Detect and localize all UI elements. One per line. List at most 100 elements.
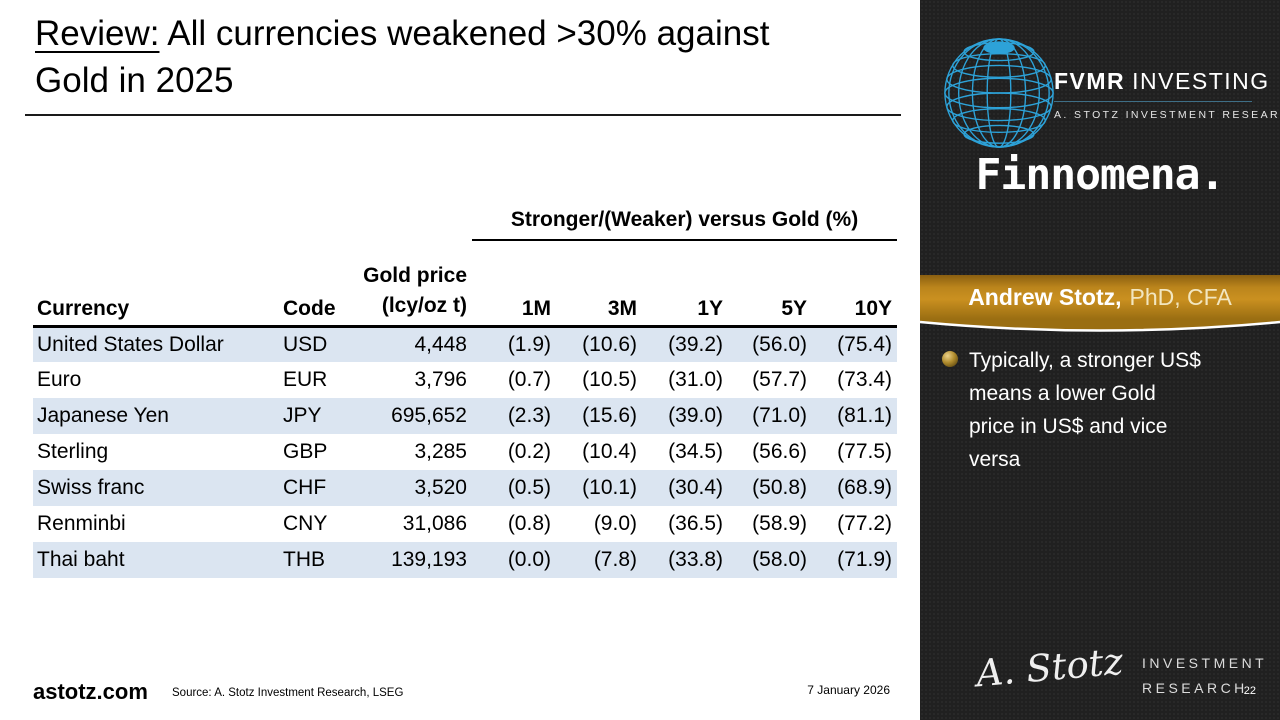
brand-subtitle: A. STOTZ INVESTMENT RESEARCH: [1054, 109, 1280, 121]
cell-1y: (31.0): [668, 368, 723, 391]
table-row-thb: Thai baht THB 139,193 (0.0) (7.8) (33.8)…: [33, 542, 898, 578]
col-header-5y: 5Y: [728, 240, 812, 328]
cell-gold-price: 3,285: [414, 440, 467, 463]
table-row-usd: United States Dollar USD 4,448 (1.9) (10…: [33, 326, 898, 362]
gold-sphere-bullet-icon: [942, 351, 958, 367]
page-number: 22: [1243, 685, 1256, 697]
cell-currency: Japanese Yen: [37, 404, 169, 427]
fvmr-investing-wordmark: FVMR INVESTING: [1054, 68, 1268, 95]
key-point-line-2: means a lower Gold: [969, 382, 1156, 405]
cell-3m: (15.6): [582, 404, 637, 427]
cell-1y: (36.5): [668, 512, 723, 535]
group-header-spacer: [33, 206, 472, 240]
cell-3m: (10.6): [582, 332, 637, 356]
currency-vs-gold-table: Stronger/(Weaker) versus Gold (%) Curren…: [33, 206, 898, 578]
cell-code: EUR: [283, 368, 328, 391]
page-title: Review: All currencies weakened >30% aga…: [35, 10, 769, 104]
cell-currency: Swiss franc: [37, 476, 145, 499]
website-label: astotz.com: [33, 679, 148, 704]
author-banner: Andrew Stotz, PhD, CFA: [920, 275, 1280, 319]
key-point-line-1: Typically, a stronger US$: [969, 349, 1201, 372]
author-credentials: PhD, CFA: [1129, 283, 1232, 310]
cell-10y: (71.9): [837, 548, 893, 571]
cell-10y: (75.4): [837, 332, 893, 356]
cell-currency: Euro: [37, 368, 82, 391]
title-divider-line: [25, 114, 901, 116]
cell-10y: (77.5): [837, 440, 893, 463]
cell-currency: United States Dollar: [37, 332, 224, 356]
key-point-bullet: Typically, a stronger US$ means a lower …: [942, 344, 1254, 476]
col-header-10y: 10Y: [812, 240, 898, 328]
fvmr-label: FVMR: [1054, 68, 1126, 94]
col-header-1m: 1M: [472, 240, 556, 328]
table-row-gbp: Sterling GBP 3,285 (0.2) (10.4) (34.5) (…: [33, 434, 897, 470]
cell-1m: (0.5): [507, 476, 551, 499]
table-group-header-row: Stronger/(Weaker) versus Gold (%): [33, 206, 898, 241]
gold-price-label: Gold price: [363, 263, 467, 287]
table-row-chf: Swiss franc CHF 3,520 (0.5) (10.1) (30.4…: [33, 470, 898, 506]
key-point-line-3: price in US$ and vice: [969, 415, 1168, 438]
cell-currency: Thai baht: [37, 548, 125, 571]
investing-label: INVESTING: [1132, 68, 1270, 94]
cell-1m: (0.7): [507, 368, 551, 391]
group-header-stronger-weaker: Stronger/(Weaker) versus Gold (%): [472, 206, 898, 241]
cell-1y: (34.5): [668, 440, 723, 463]
cell-1y: (39.2): [668, 332, 723, 356]
cell-10y: (73.4): [837, 368, 893, 391]
cell-5y: (56.0): [752, 332, 807, 356]
cell-1y: (30.4): [668, 476, 723, 499]
signature-subtitle-line-1: INVESTMENT: [1142, 655, 1268, 671]
cell-currency: Renminbi: [37, 512, 126, 535]
cell-gold-price: 695,652: [391, 404, 467, 427]
slide-date: 7 January 2026: [807, 683, 890, 697]
author-name: Andrew Stotz,: [968, 283, 1122, 310]
cell-1m: (1.9): [507, 332, 551, 356]
cell-code: CHF: [283, 476, 327, 499]
signature-subtitle-line-2: RESEARCH: [1142, 680, 1248, 696]
cell-1m: (2.3): [507, 404, 551, 427]
brand-divider-line: [1054, 101, 1252, 102]
branding-sidebar: FVMR INVESTING A. STOTZ INVESTMENT RESEAR…: [920, 0, 1280, 720]
cell-5y: (50.8): [752, 476, 807, 499]
cell-currency: Sterling: [37, 440, 109, 463]
title-line-1: Review: All currencies weakened >30% aga…: [35, 10, 769, 57]
title-line-2: Gold in 2025: [35, 61, 234, 100]
col-header-1y: 1Y: [642, 240, 728, 328]
col-header-code: Code: [279, 240, 347, 328]
cell-10y: (81.1): [837, 404, 893, 427]
cell-1m: (0.2): [507, 440, 551, 463]
cell-code: JPY: [283, 404, 322, 427]
table-row-cny: Renminbi CNY 31,086 (0.8) (9.0) (36.5) (…: [33, 506, 897, 542]
cell-5y: (58.9): [752, 512, 807, 535]
astotz-signature-logo: A. Stotz: [974, 639, 1125, 696]
cell-5y: (58.0): [752, 548, 807, 571]
cell-5y: (56.6): [752, 440, 807, 463]
cell-code: GBP: [283, 440, 328, 463]
table-row-eur: Euro EUR 3,796 (0.7) (10.5) (31.0) (57.7…: [33, 362, 897, 398]
cell-3m: (10.4): [582, 440, 637, 463]
cell-1y: (39.0): [668, 404, 723, 427]
cell-3m: (9.0): [593, 512, 637, 535]
source-note: Source: A. Stotz Investment Research, LS…: [172, 687, 404, 699]
key-point-line-4: versa: [969, 448, 1021, 471]
col-header-currency: Currency: [33, 240, 279, 328]
cell-3m: (10.1): [582, 476, 637, 499]
cell-1m: (0.8): [507, 512, 551, 535]
cell-gold-price: 3,796: [414, 368, 467, 391]
cell-code: CNY: [283, 512, 328, 535]
key-point-text: Typically, a stronger US$ means a lower …: [969, 344, 1201, 476]
signature-subtitle: INVESTMENT RESEARCH: [1142, 651, 1267, 701]
table-row-jpy: Japanese Yen JPY 695,652 (2.3) (15.6) (3…: [33, 398, 898, 434]
cell-gold-price: 4,448: [414, 332, 467, 356]
table-column-header-row: Currency Code Gold price (lcy/oz t) 1M 3…: [33, 240, 898, 328]
cell-3m: (7.8): [593, 548, 637, 571]
col-header-gold-price: Gold price (lcy/oz t): [347, 240, 472, 328]
cell-code: THB: [283, 548, 325, 571]
cell-5y: (57.7): [752, 368, 807, 391]
cell-5y: (71.0): [752, 404, 807, 427]
title-review-label: Review:: [35, 14, 160, 53]
cell-10y: (77.2): [837, 512, 893, 535]
title-line-1-rest: All currencies weakened >30% against: [159, 14, 770, 53]
cell-1y: (33.8): [668, 548, 723, 571]
